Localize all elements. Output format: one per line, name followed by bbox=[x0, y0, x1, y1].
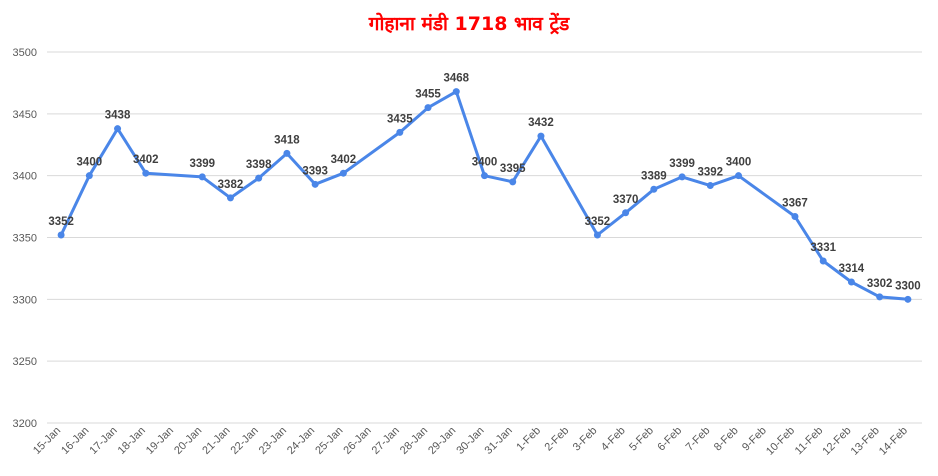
data-label: 3392 bbox=[698, 167, 724, 179]
x-tick-label: 11-Feb bbox=[793, 425, 826, 458]
x-tick-label: 25-Jan bbox=[313, 425, 345, 457]
y-tick-label: 3450 bbox=[13, 109, 37, 121]
data-label: 3438 bbox=[105, 110, 131, 122]
data-point bbox=[819, 257, 827, 265]
y-tick-label: 3250 bbox=[13, 356, 37, 368]
data-point bbox=[198, 173, 206, 181]
data-label: 3393 bbox=[302, 165, 328, 177]
data-label: 3400 bbox=[77, 157, 103, 169]
x-tick-label: 27-Jan bbox=[370, 425, 402, 457]
data-point bbox=[876, 293, 884, 301]
data-point bbox=[396, 128, 404, 136]
data-label: 3367 bbox=[782, 197, 808, 209]
data-label: 3352 bbox=[585, 216, 611, 228]
x-tick-label: 17-Jan bbox=[87, 425, 119, 457]
x-tick-label: 19-Jan bbox=[144, 425, 176, 457]
data-point bbox=[85, 172, 93, 180]
data-point bbox=[283, 149, 291, 157]
x-tick-label: 20-Jan bbox=[172, 425, 204, 457]
data-point bbox=[509, 178, 517, 186]
data-label: 3398 bbox=[246, 159, 272, 171]
x-tick-label: 18-Jan bbox=[116, 425, 148, 457]
data-point bbox=[114, 125, 122, 133]
x-tick-label: 5-Feb bbox=[627, 425, 656, 454]
x-tick-label: 23-Jan bbox=[257, 425, 289, 457]
data-point bbox=[255, 174, 263, 182]
x-tick-label: 7-Feb bbox=[684, 425, 713, 454]
x-tick-label: 2-Feb bbox=[542, 425, 571, 454]
data-label: 3435 bbox=[387, 113, 413, 125]
data-label: 3399 bbox=[669, 158, 695, 170]
x-tick-label: 14-Feb bbox=[877, 425, 910, 458]
data-label: 3302 bbox=[867, 278, 893, 290]
series-line bbox=[59, 90, 910, 301]
data-point bbox=[678, 173, 686, 181]
y-tick-label: 3300 bbox=[13, 294, 37, 306]
data-label: 3418 bbox=[274, 134, 300, 146]
series-line-group bbox=[59, 90, 910, 301]
data-points bbox=[57, 88, 912, 303]
x-tick-label: 3-Feb bbox=[571, 425, 600, 454]
y-tick-label: 3500 bbox=[13, 47, 37, 59]
chart-title: गोहाना मंडी 1718 भाव ट्रेंड bbox=[368, 12, 570, 35]
data-point bbox=[791, 212, 799, 220]
data-point bbox=[735, 172, 743, 180]
y-tick-label: 3350 bbox=[13, 233, 37, 245]
x-tick-label: 10-Feb bbox=[764, 425, 797, 458]
x-tick-label: 4-Feb bbox=[599, 425, 628, 454]
x-tick-label: 29-Jan bbox=[426, 425, 458, 457]
data-label: 3395 bbox=[500, 163, 526, 175]
x-tick-label: 8-Feb bbox=[712, 425, 741, 454]
data-point bbox=[57, 231, 65, 239]
y-tick-label: 3400 bbox=[13, 171, 37, 183]
x-tick-label: 28-Jan bbox=[398, 425, 430, 457]
data-point bbox=[311, 180, 319, 188]
data-label: 3352 bbox=[48, 216, 74, 228]
x-tick-label: 30-Jan bbox=[454, 425, 486, 457]
x-tick-label: 24-Jan bbox=[285, 425, 317, 457]
data-point bbox=[142, 169, 150, 177]
data-label: 3314 bbox=[839, 263, 865, 275]
data-point bbox=[339, 169, 347, 177]
gridlines bbox=[47, 51, 922, 424]
data-point bbox=[452, 88, 460, 96]
y-tick-label: 3200 bbox=[13, 418, 37, 430]
data-label: 3331 bbox=[810, 242, 836, 254]
data-label: 3402 bbox=[331, 154, 357, 166]
x-tick-label: 31-Jan bbox=[483, 425, 515, 457]
data-point bbox=[622, 209, 630, 217]
x-axis: 15-Jan16-Jan17-Jan18-Jan19-Jan20-Jan21-J… bbox=[31, 425, 910, 458]
data-point bbox=[593, 231, 601, 239]
y-axis: 3200 3250 3300 3350 3400 3450 3500 bbox=[13, 47, 37, 430]
x-tick-label: 21-Jan bbox=[200, 425, 232, 457]
data-label: 3382 bbox=[218, 179, 244, 191]
data-label: 3300 bbox=[895, 280, 921, 292]
data-label: 3468 bbox=[443, 73, 469, 85]
data-point bbox=[226, 194, 234, 202]
x-tick-label: 13-Feb bbox=[849, 425, 882, 458]
data-label: 3389 bbox=[641, 170, 667, 182]
data-point bbox=[847, 278, 855, 286]
data-point bbox=[650, 185, 658, 193]
data-label: 3370 bbox=[613, 194, 639, 206]
data-point bbox=[706, 182, 714, 190]
data-label: 3402 bbox=[133, 154, 159, 166]
x-tick-label: 6-Feb bbox=[655, 425, 684, 454]
x-tick-label: 26-Jan bbox=[341, 425, 373, 457]
x-tick-label: 16-Jan bbox=[59, 425, 91, 457]
x-tick-label: 12-Feb bbox=[820, 425, 853, 458]
data-label: 3432 bbox=[528, 117, 554, 129]
data-point bbox=[424, 104, 432, 112]
x-tick-label: 22-Jan bbox=[229, 425, 261, 457]
data-point bbox=[904, 295, 912, 303]
data-label: 3400 bbox=[472, 157, 498, 169]
data-label: 3455 bbox=[415, 89, 441, 101]
x-tick-label: 1-Feb bbox=[514, 425, 543, 454]
data-point bbox=[481, 172, 488, 180]
data-label: 3399 bbox=[189, 158, 215, 170]
data-label: 3400 bbox=[726, 157, 752, 169]
data-point bbox=[537, 132, 545, 140]
